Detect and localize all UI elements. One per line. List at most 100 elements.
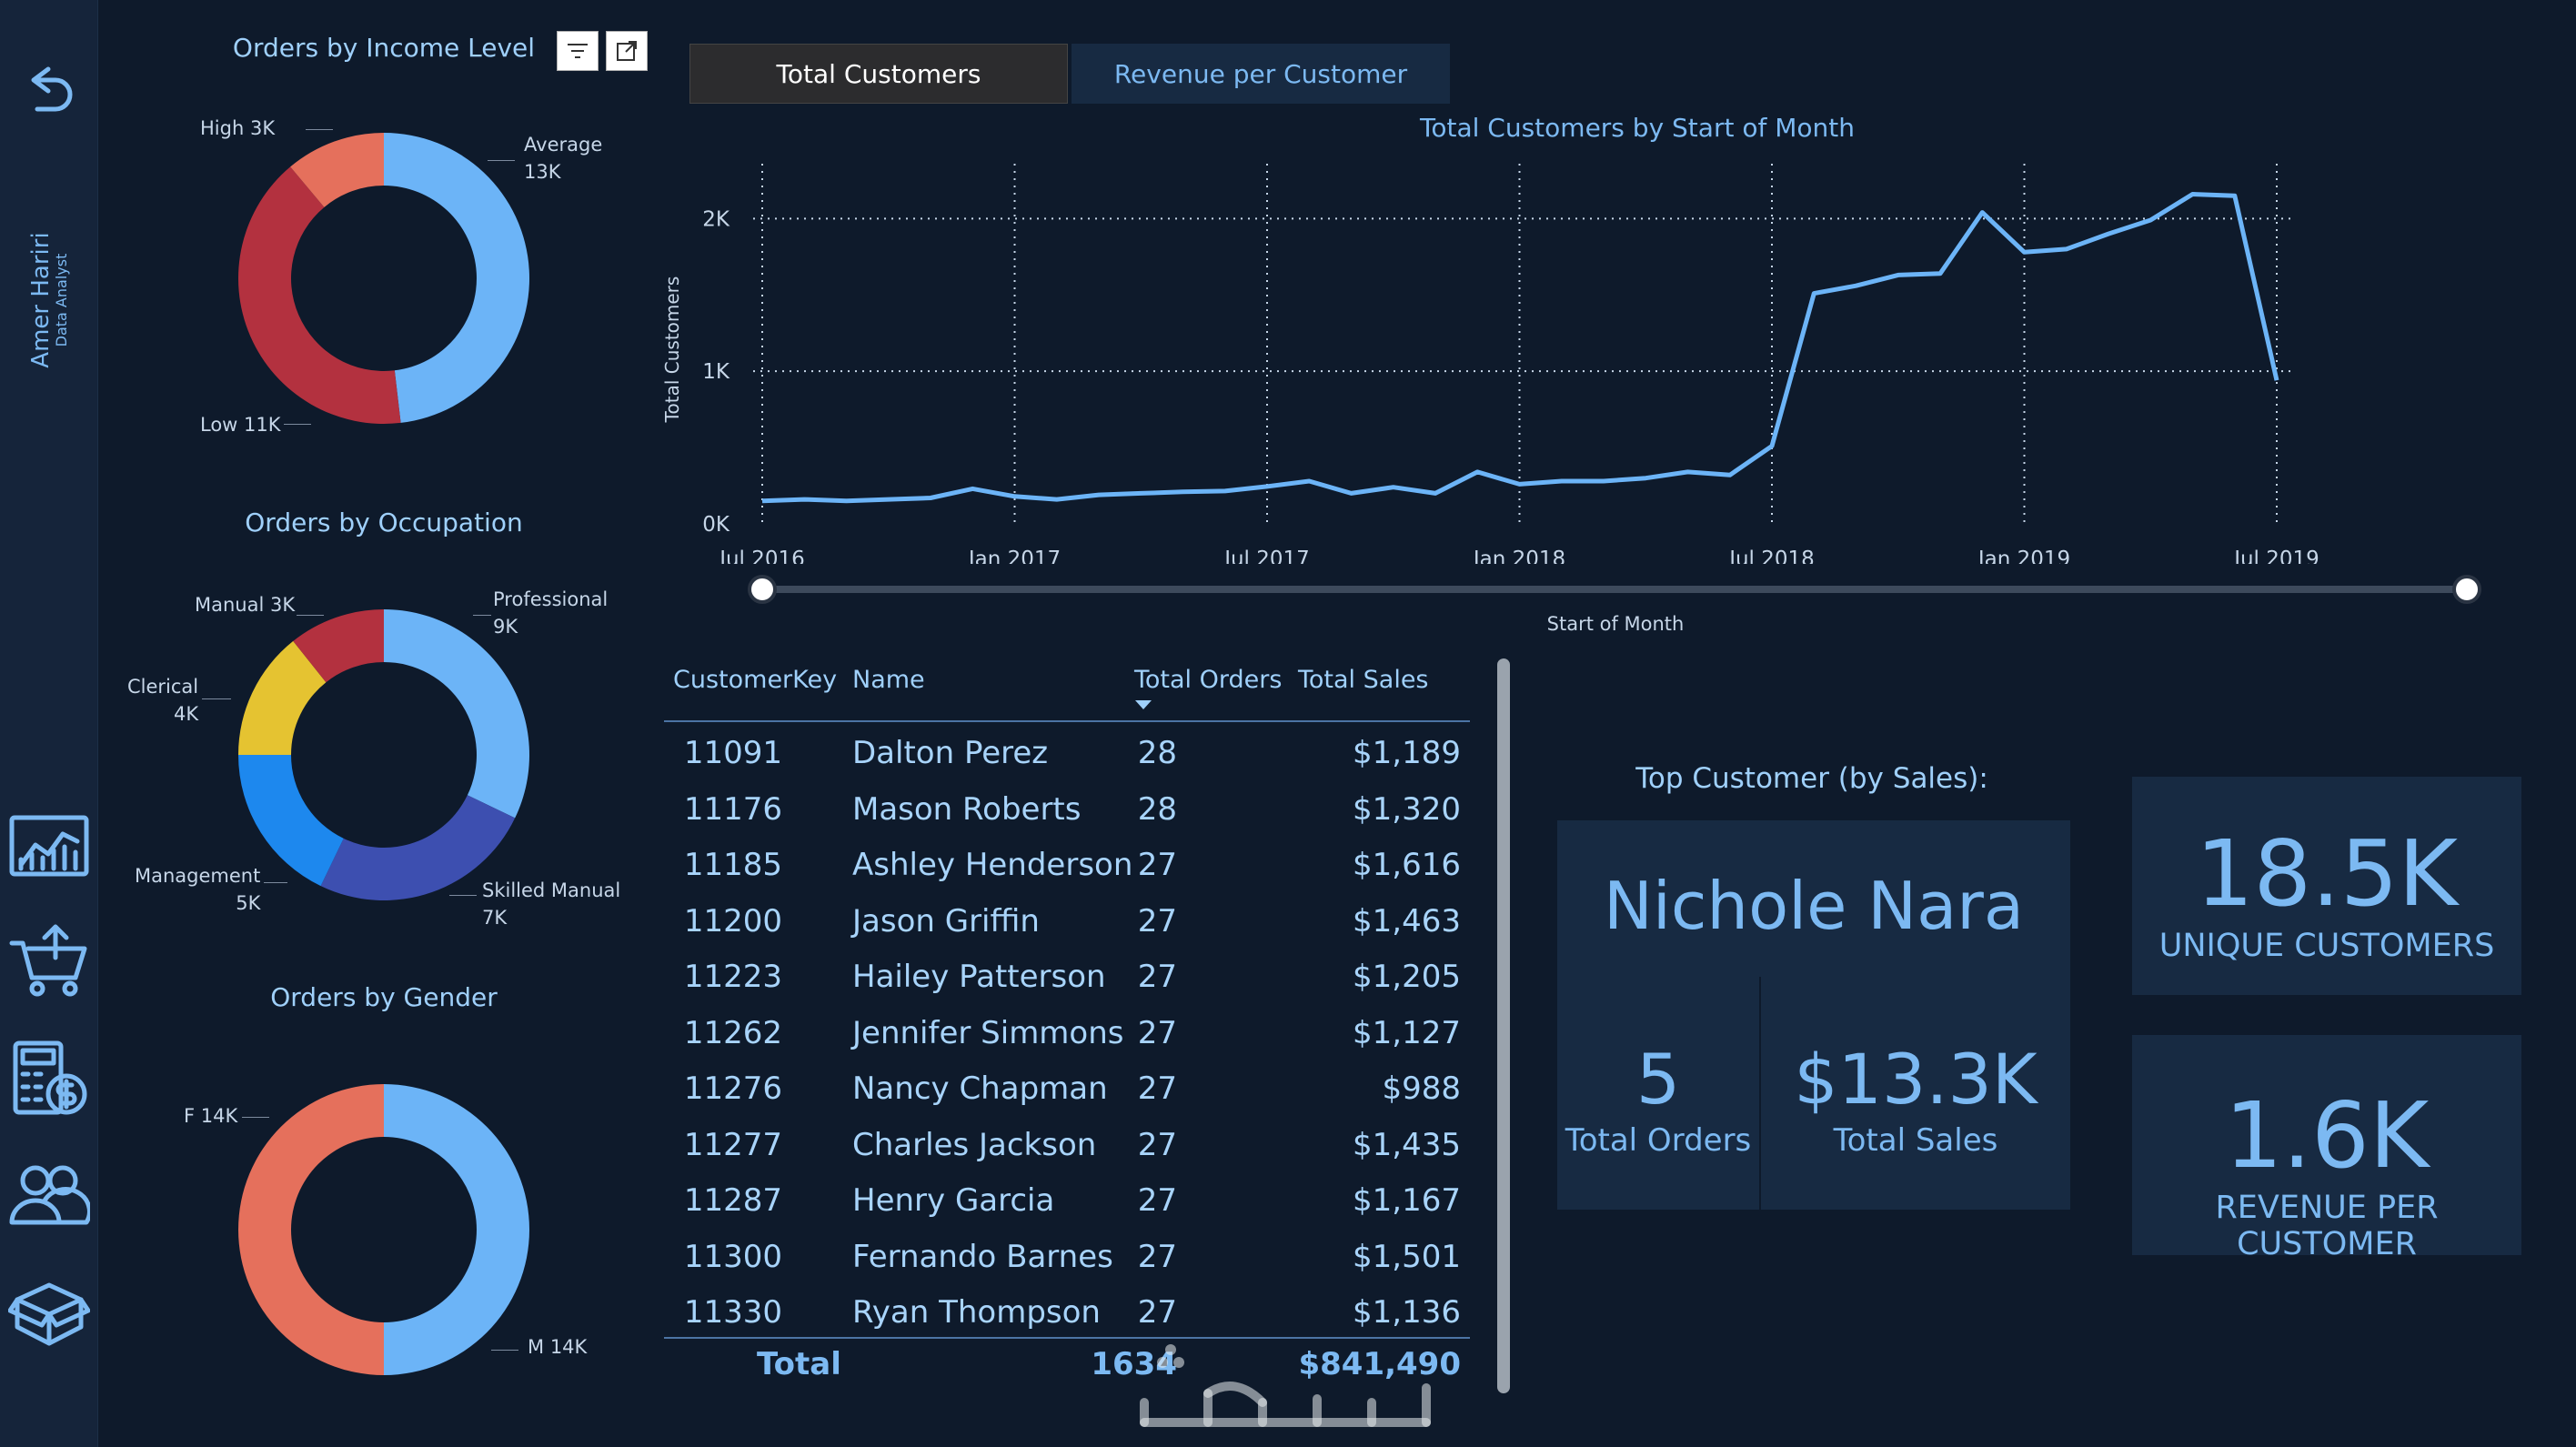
top-customer-orders-label: Total Orders [1565, 1122, 1752, 1159]
data-point[interactable] [1935, 268, 1946, 279]
data-point[interactable] [2145, 215, 2156, 226]
cell-customerkey: 11330 [683, 1294, 782, 1331]
data-point[interactable] [1766, 440, 1777, 451]
slider-start-handle[interactable] [748, 575, 777, 604]
cell-total-sales: $1,616 [1353, 847, 1461, 883]
data-point[interactable] [757, 496, 768, 507]
cell-customerkey: 11262 [683, 1014, 782, 1051]
table-row[interactable]: 11287 Henry Garcia 27 $1,167 [664, 1175, 1470, 1231]
data-point[interactable] [1052, 494, 1062, 505]
data-point[interactable] [1220, 486, 1231, 497]
table-row[interactable]: 11176 Mason Roberts 28 $1,320 [664, 784, 1470, 839]
cell-name: Charles Jackson [852, 1126, 1097, 1163]
cell-total-orders: 27 [1137, 1126, 1177, 1163]
nav-finance-button[interactable] [0, 1033, 98, 1124]
focus-mode-button[interactable] [606, 31, 648, 71]
table-row[interactable]: 11300 Fernando Barnes 27 $1,501 [664, 1231, 1470, 1287]
filter-button[interactable] [557, 31, 599, 71]
table-scrollbar[interactable] [1497, 658, 1510, 1393]
data-point[interactable] [1808, 288, 1819, 299]
gender-donut [238, 1084, 529, 1375]
nav-products-button[interactable] [0, 1266, 98, 1357]
data-point[interactable] [1135, 487, 1146, 498]
occupation-slice-professional[interactable] [384, 609, 529, 819]
occupation-label-management: Management 5K [135, 865, 261, 914]
nav-overview-button[interactable] [0, 806, 98, 888]
data-point[interactable] [2271, 375, 2282, 386]
data-point[interactable] [2188, 188, 2199, 199]
back-button[interactable] [0, 51, 98, 133]
data-point[interactable] [2103, 228, 2114, 239]
y-tick-label: 2K [702, 207, 730, 231]
date-range-slider[interactable] [762, 586, 2469, 593]
table-row[interactable]: 11223 Hailey Patterson 27 $1,205 [664, 951, 1470, 1007]
occupation-slice-clerical[interactable] [238, 640, 327, 755]
data-point[interactable] [1388, 482, 1399, 493]
header-total-sales[interactable]: Total Sales [1298, 666, 1429, 694]
data-point[interactable] [1010, 491, 1021, 502]
header-total-orders[interactable]: Total Orders [1134, 666, 1283, 694]
data-point[interactable] [1346, 487, 1357, 498]
data-point[interactable] [841, 496, 852, 507]
table-row[interactable]: 11262 Jennifer Simmons 27 $1,127 [664, 1008, 1470, 1063]
cell-total-sales: $1,463 [1353, 902, 1461, 940]
occupation-slice-skilled-manual[interactable] [320, 795, 516, 900]
header-customerkey[interactable]: CustomerKey [673, 666, 838, 694]
table-row[interactable]: 11276 Nancy Chapman 27 $988 [664, 1063, 1470, 1119]
data-point[interactable] [799, 494, 810, 505]
data-point[interactable] [1262, 481, 1273, 492]
table-row[interactable]: 11091 Dalton Perez 28 $1,189 [664, 728, 1470, 783]
header-name[interactable]: Name [852, 666, 925, 694]
income-donut [237, 133, 530, 425]
revenue-per-customer-label: REVENUE PER CUSTOMER [2215, 1190, 2439, 1262]
table-row[interactable]: 11277 Charles Jackson 27 $1,435 [664, 1120, 1470, 1175]
income-slice-high[interactable] [290, 133, 384, 207]
data-point[interactable] [883, 494, 894, 505]
author-role: Data Analyst [53, 253, 70, 347]
x-tick-label: Jan 2019 [1977, 548, 2070, 564]
tab-revenue-per-customer[interactable]: Revenue per Customer [1072, 44, 1450, 104]
gender-slice-m[interactable] [384, 1084, 529, 1375]
occupation-slice-management[interactable] [238, 755, 344, 887]
cell-total-orders: 27 [1137, 1238, 1177, 1275]
data-point[interactable] [1556, 476, 1567, 487]
cell-total-sales: $1,205 [1353, 959, 1461, 995]
data-point[interactable] [967, 483, 978, 494]
tab-total-customers[interactable]: Total Customers [689, 44, 1068, 104]
data-point[interactable] [1893, 269, 1904, 280]
table-row[interactable]: 11185 Ashley Henderson 27 $1,616 [664, 839, 1470, 895]
data-point[interactable] [1725, 469, 1736, 480]
data-point[interactable] [925, 492, 936, 503]
occupation-chart-title: Orders by Occupation [245, 507, 523, 538]
data-point[interactable] [1178, 487, 1189, 497]
data-point[interactable] [1093, 489, 1104, 500]
unique-customers-card: 18.5K UNIQUE CUSTOMERS [2132, 777, 2521, 995]
table-row[interactable]: 11330 Ryan Thompson 27 $1,136 [664, 1287, 1470, 1342]
data-point[interactable] [1598, 476, 1609, 487]
data-point[interactable] [1683, 467, 1694, 477]
slider-end-handle[interactable] [2452, 575, 2481, 604]
data-point[interactable] [1303, 476, 1314, 487]
occupation-slice-manual[interactable] [293, 609, 384, 683]
nav-sales-button[interactable] [0, 915, 98, 1006]
y-tick-label: 1K [702, 360, 730, 384]
income-slice-average[interactable] [384, 133, 530, 423]
table-row[interactable]: 11200 Jason Griffin 27 $1,463 [664, 896, 1470, 951]
nav-customers-button[interactable] [0, 1148, 98, 1239]
data-point[interactable] [1472, 467, 1483, 477]
data-point[interactable] [2019, 246, 2030, 257]
gender-slice-f[interactable] [238, 1084, 384, 1375]
data-point[interactable] [1851, 280, 1862, 291]
cell-customerkey: 11091 [683, 735, 782, 771]
data-point[interactable] [2061, 244, 2072, 255]
total-customers-line[interactable] [761, 192, 2279, 504]
data-point[interactable] [2229, 190, 2240, 201]
data-point[interactable] [1977, 207, 1987, 218]
data-point[interactable] [1430, 487, 1441, 498]
unique-customers-value: 18.5K [2195, 820, 2459, 927]
data-point[interactable] [1514, 478, 1525, 489]
data-point[interactable] [1640, 473, 1651, 484]
cell-name: Mason Roberts [852, 790, 1082, 828]
income-slice-low[interactable] [237, 166, 401, 425]
cell-total-orders: 27 [1137, 1070, 1177, 1107]
